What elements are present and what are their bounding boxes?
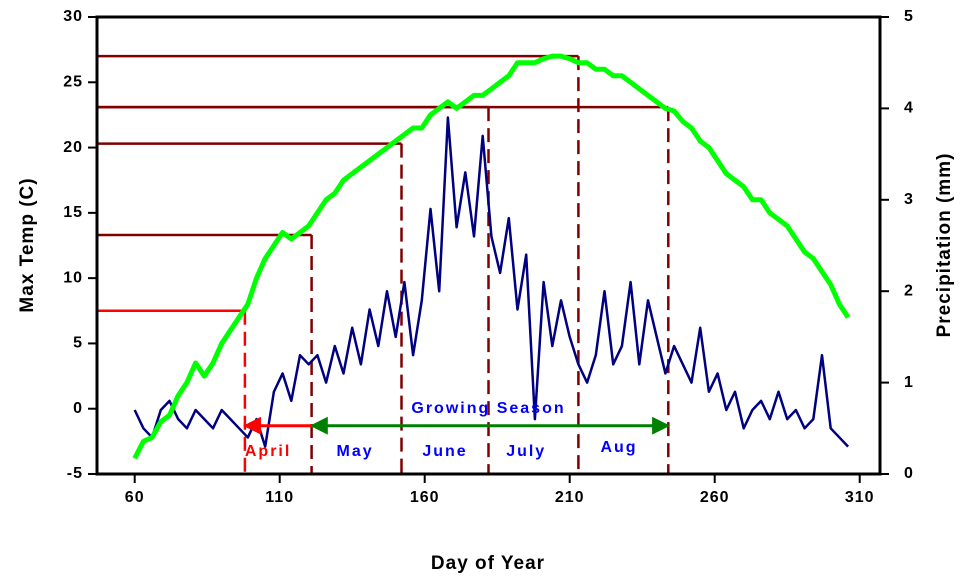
month-label: May: [337, 443, 374, 460]
month-label: Aug: [600, 439, 637, 456]
y2-tick-label: 4: [904, 100, 914, 117]
x-tick-label: 60: [125, 489, 145, 506]
x-tick-label: 260: [700, 489, 730, 506]
month-label: June: [422, 443, 467, 460]
x-tick-label: 310: [845, 489, 875, 506]
data-line: [133, 116, 850, 448]
month-label: July: [506, 443, 546, 460]
month-label: April: [245, 443, 291, 460]
plot-frame: [95, 15, 882, 476]
y-tick-label: 0: [73, 400, 83, 417]
x-tick-label: 110: [265, 489, 294, 506]
y-tick-label: 20: [63, 139, 83, 156]
y2-tick-label: 0: [904, 465, 914, 482]
y2-tick-label: 3: [904, 191, 914, 208]
y-tick-label: 30: [63, 8, 83, 25]
y2-axis-title: Precipitation (mm): [934, 153, 955, 338]
y2-tick-label: 1: [904, 374, 914, 391]
y-tick-label: 15: [63, 204, 83, 221]
y2-tick-label: 5: [904, 8, 914, 25]
y-tick-label: 25: [63, 74, 83, 91]
y-axis-title: Max Temp (C): [17, 177, 38, 312]
x-axis-title: Day of Year: [431, 553, 545, 574]
x-tick-label: 160: [410, 489, 440, 506]
x-tick-label: 210: [555, 489, 585, 506]
y-tick-label: 5: [73, 335, 83, 352]
y2-tick-label: 2: [904, 282, 914, 299]
y-tick-label: -5: [67, 465, 83, 482]
y-tick-label: 10: [63, 269, 83, 286]
arrow-label: Growing Season: [411, 400, 565, 417]
data-line: [132, 53, 851, 460]
